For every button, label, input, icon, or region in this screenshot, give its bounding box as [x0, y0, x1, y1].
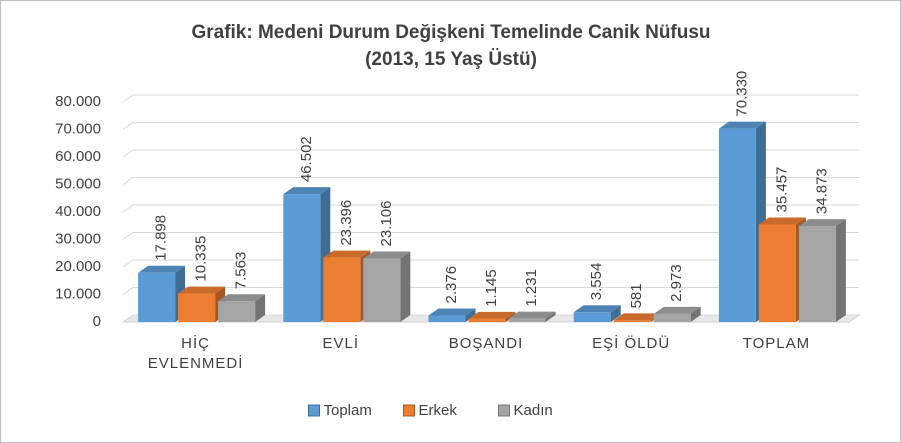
value-label: 17.898 [153, 215, 170, 261]
y-tick-label: 20.000 [55, 258, 101, 275]
bar [283, 194, 321, 322]
value-label: 34.873 [813, 168, 830, 214]
bar-top [178, 286, 226, 294]
value-label: 23.396 [338, 200, 355, 246]
bar [508, 318, 546, 322]
bar-top [508, 311, 556, 319]
y-tick-label: 10.000 [55, 285, 101, 302]
bar-top [363, 251, 411, 259]
value-label: 581 [628, 283, 645, 308]
value-label: 1.145 [483, 269, 500, 307]
legend-swatch [308, 404, 320, 417]
value-label: 2.973 [668, 264, 685, 302]
bar [653, 313, 691, 322]
value-label: 46.502 [298, 136, 315, 182]
bar-top [218, 294, 266, 302]
grid-line [122, 149, 859, 158]
chart-subtitle: (2013, 15 Yaş Üstü) [365, 49, 537, 70]
value-label: 23.106 [378, 201, 395, 247]
legend-label: Kadın [514, 402, 553, 419]
y-tick-label: 70.000 [55, 120, 101, 137]
bar-side [400, 251, 411, 322]
bar [758, 224, 796, 322]
bar-side [690, 306, 701, 322]
bar-top [718, 121, 766, 129]
bar [428, 315, 466, 322]
bar-side [545, 311, 556, 322]
y-tick-label: 0 [93, 313, 101, 330]
value-label: 7.563 [233, 252, 250, 290]
x-tick-label: HİÇ EVLENMEDİ [147, 335, 244, 372]
bar [363, 258, 401, 322]
x-tick-label: EVLİ [322, 335, 360, 352]
grid-line [122, 204, 859, 213]
bar [573, 312, 611, 322]
bar-top [468, 311, 516, 319]
legend-swatch [498, 404, 510, 417]
grid-line [122, 122, 859, 130]
grid-line [122, 259, 859, 268]
bar-top [613, 313, 661, 321]
y-tick-label: 30.000 [55, 230, 101, 247]
bar [613, 320, 651, 322]
grid-line [122, 177, 859, 185]
value-label: 1.231 [523, 269, 540, 307]
x-tick-label: EŞİ ÖLDÜ [592, 335, 671, 352]
legend-swatch [403, 404, 415, 417]
bar-side [465, 308, 476, 322]
bar [138, 272, 176, 322]
value-label: 35.457 [773, 167, 790, 213]
bar [468, 318, 506, 322]
bar-top [573, 305, 621, 313]
legend-label: Toplam [324, 402, 372, 419]
y-tick-label: 60.000 [55, 148, 101, 165]
grid-line [122, 232, 859, 240]
bar-top [428, 308, 476, 316]
grid-line [122, 94, 859, 103]
value-label: 10.335 [193, 236, 210, 282]
bar-top [653, 306, 701, 314]
bar-top [758, 217, 806, 225]
bar [218, 301, 256, 322]
x-tick-label: BOŞANDI [448, 335, 524, 352]
bar [323, 257, 361, 322]
bar-top [283, 187, 331, 195]
bar-top [798, 219, 846, 227]
chart-title: Grafik: Medeni Durum Değişkeni Temelinde… [191, 22, 710, 43]
grid-line [122, 287, 859, 295]
bar-top [323, 250, 371, 258]
bar [718, 128, 756, 322]
bar-side [835, 219, 846, 322]
y-tick-label: 80.000 [55, 93, 101, 110]
bar [798, 226, 836, 322]
legend-label: Erkek [419, 402, 458, 419]
bar-top [138, 265, 186, 273]
value-label: 2.376 [443, 266, 460, 304]
bar-side [255, 294, 266, 322]
bar-side [610, 305, 621, 322]
y-tick-label: 40.000 [55, 203, 101, 220]
bar [178, 293, 216, 322]
bar-side [505, 311, 516, 322]
y-tick-label: 50.000 [55, 175, 101, 192]
value-label: 70.330 [733, 71, 750, 117]
x-tick-label: TOPLAM [742, 335, 811, 352]
value-label: 3.554 [588, 263, 605, 301]
